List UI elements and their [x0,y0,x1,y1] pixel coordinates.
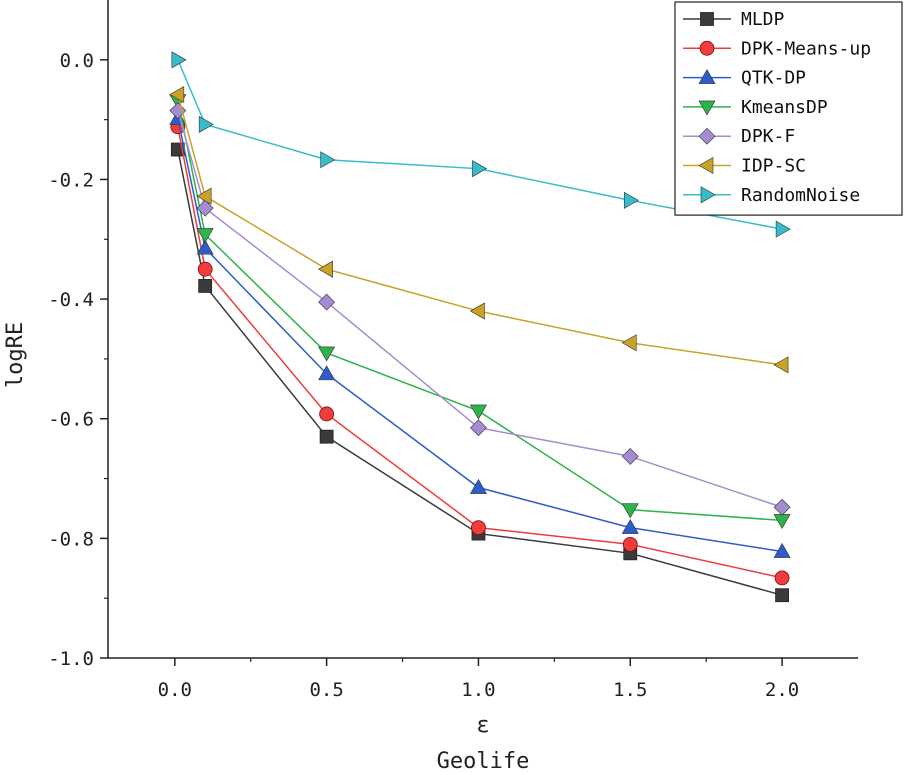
axes [107,0,858,659]
legend-item: DPK-Means-up [683,38,871,59]
legend-item: DPK-F [683,126,795,147]
data-point-triangle-up [196,239,214,255]
series-idp-sc [169,85,789,374]
data-point-triangle-left [773,356,789,374]
plot-area [169,51,791,603]
data-point-triangle-left [169,85,185,104]
data-point-triangle-right [171,51,187,69]
data-point-triangle-right [623,191,639,209]
legend-label: DPK-F [741,126,795,147]
legend-box [674,1,903,216]
data-point-triangle-right [198,115,214,133]
data-point-triangle-up [469,478,487,494]
data-point-square [319,429,334,444]
legend-item: IDP-SC [683,156,806,177]
x-tick-label: 1.5 [613,679,647,701]
legend-label: QTK-DP [741,68,806,89]
data-point-triangle-up [318,365,336,381]
chart-title: Geolife [437,749,530,774]
series-line [177,110,783,508]
series-randomnoise [171,51,791,238]
x-tick-label: 1.0 [461,679,495,701]
y-axis-label: logRE [3,322,28,388]
data-point-triangle-up [621,518,639,534]
data-point-circle [622,536,638,552]
legend-item: KmeansDP [683,97,828,118]
data-point-triangle-right [700,186,716,204]
data-point-diamond [318,293,336,311]
data-point-triangle-down [698,100,716,116]
data-point-triangle-down [318,346,336,362]
series-kmeansdp [169,94,791,530]
data-point-square [198,279,213,293]
data-point-triangle-left [621,334,637,352]
x-axis-label: ε [476,713,489,738]
data-point-diamond [621,447,639,465]
data-point-diamond [698,127,716,145]
x-tick-label: 2.0 [765,679,799,701]
data-point-circle [197,261,213,277]
data-point-circle [774,570,790,586]
data-point-triangle-up [698,68,716,84]
series-line [177,126,783,579]
legend-item: QTK-DP [683,68,806,89]
data-point-diamond [470,419,487,437]
data-point-square [775,588,789,603]
x-tick-label: 0.5 [309,679,343,701]
y-tick-label: -0.6 [48,409,94,431]
data-point-triangle-right [472,160,488,178]
series-line [177,149,783,596]
data-point-triangle-right [320,151,336,169]
legend-label: KmeansDP [741,97,828,118]
data-point-triangle-down [773,514,791,530]
series-line [177,100,783,522]
data-point-triangle-right [775,220,791,238]
data-point-square [700,12,714,26]
series-line [177,59,783,230]
data-point-triangle-down [196,228,214,244]
y-tick-label: -0.2 [48,169,94,191]
tick-group: 0.0 -0.2 -0.4 -0.6 -0.8 -1.0 0.0 0.5 1.0 1.5 2.0 [48,50,799,701]
y-tick-label: -0.8 [48,528,94,550]
series-line [177,94,783,366]
legend-item: RandomNoise [683,185,860,206]
data-point-circle [471,520,486,535]
legend-label: RandomNoise [741,185,860,206]
data-point-circle [319,406,335,422]
data-point-triangle-left [318,260,333,278]
legend-label: IDP-SC [741,156,806,177]
data-point-triangle-left [469,302,485,320]
data-point-circle [699,40,715,56]
legend: MLDP DPK-Means-up QTK-DP KmeansDP DPK-F IDP-S… [674,1,903,216]
data-point-triangle-up [773,542,791,558]
series-qtk-dp [169,109,791,558]
data-point-diamond [196,199,214,217]
data-point-triangle-left [196,187,212,205]
legend-item: MLDP [683,9,785,30]
x-tick-label: 0.0 [158,679,192,701]
data-point-triangle-down [621,503,639,519]
data-point-triangle-down [469,404,487,420]
series-dpk-f [169,102,791,516]
data-point-diamond [773,498,791,516]
y-tick-label: -0.4 [48,289,94,311]
legend-label: DPK-Means-up [741,38,871,59]
data-point-triangle-left [698,156,714,175]
y-tick-label: 0.0 [60,50,94,72]
series-line [177,118,783,553]
y-tick-label: -1.0 [48,648,94,670]
legend-label: MLDP [741,9,785,30]
series-dpk-means-up [170,119,790,586]
